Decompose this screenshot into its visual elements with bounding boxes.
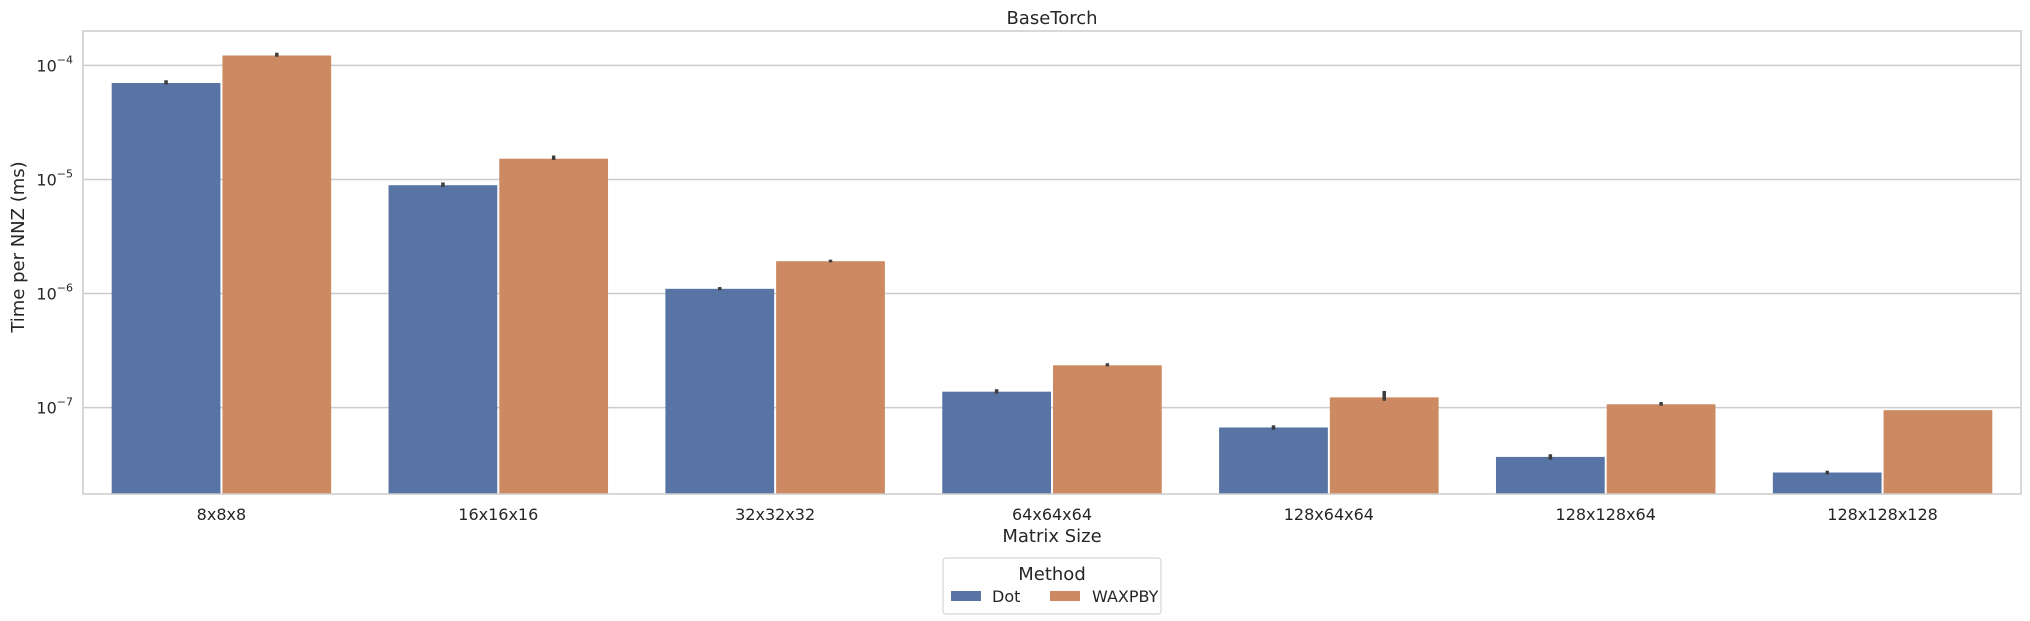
bar-waxpby: [499, 158, 609, 494]
error-bars: [164, 52, 1829, 475]
y-tick-label: 10−7: [36, 396, 73, 418]
plot-frame: [82, 30, 2022, 495]
legend-label-dot: Dot: [992, 587, 1020, 606]
y-tick-label: 10−6: [36, 282, 73, 304]
legend-swatch-waxpby: [1050, 591, 1080, 601]
bar-waxpby: [1329, 397, 1439, 494]
x-axis-label: Matrix Size: [1002, 526, 1101, 547]
y-tick-label: 10−4: [36, 53, 73, 75]
legend-box: [942, 557, 1162, 615]
bar-dot: [111, 83, 221, 495]
x-tick-label: 128x64x64: [1284, 505, 1374, 524]
bars: [111, 55, 1993, 495]
gridlines: [83, 64, 2021, 409]
x-tick-label: 128x128x64: [1556, 505, 1656, 524]
legend-label-waxpby: WAXPBY: [1092, 587, 1159, 606]
chart-title: BaseTorch: [1006, 8, 1097, 29]
bar-waxpby: [222, 55, 332, 494]
bar-waxpby: [1606, 404, 1716, 494]
bar-dot: [1495, 456, 1605, 494]
bar-waxpby: [776, 261, 885, 494]
x-tick-label: 16x16x16: [458, 505, 538, 524]
bar-waxpby: [1883, 410, 1993, 494]
legend-swatch-dot: [951, 591, 981, 601]
legend-title: Method: [1018, 564, 1086, 585]
x-tick-label: 8x8x8: [197, 505, 246, 524]
x-tick-labels: 8x8x8 16x16x16 32x32x32 64x64x64 128x64x64 12…: [197, 505, 1938, 524]
y-tick-labels: 10−7 10−6 10−5 10−4: [36, 53, 73, 417]
y-tick-label: 10−5: [36, 167, 73, 189]
bar-dot: [942, 391, 1051, 494]
x-tick-label: 32x32x32: [735, 505, 815, 524]
x-tick-label: 128x128x128: [1827, 505, 1938, 524]
bar-dot: [1219, 427, 1328, 494]
bar-waxpby: [1053, 365, 1162, 494]
legend: Method Dot WAXPBY: [942, 557, 1162, 615]
y-axis-label: Time per NNZ (ms): [8, 161, 29, 333]
bar-dot: [388, 185, 498, 495]
bar-dot: [665, 288, 775, 494]
x-tick-label: 64x64x64: [1012, 505, 1092, 524]
bar-dot: [1772, 472, 1882, 494]
